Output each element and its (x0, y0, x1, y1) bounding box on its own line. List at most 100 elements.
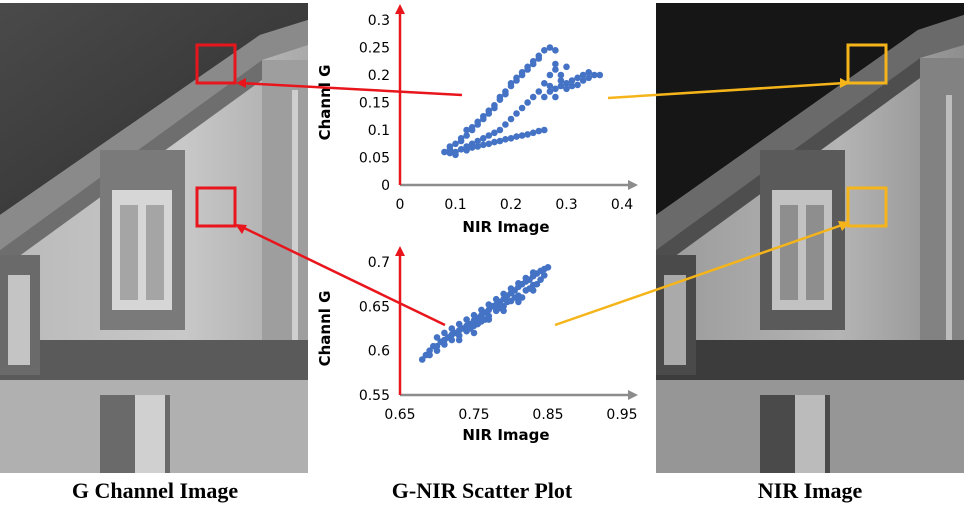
scatter-point (485, 107, 493, 114)
scatter-point (518, 294, 526, 301)
scatter-point (585, 69, 592, 76)
scatter-point (470, 311, 478, 319)
scatter-point (511, 294, 518, 301)
scatter-point (546, 44, 554, 51)
scatter-point (502, 121, 509, 128)
scatter-point (426, 351, 433, 359)
x-tick-label: 0.85 (532, 407, 563, 423)
scatter-point (518, 69, 526, 76)
scatter-point (500, 290, 507, 298)
scatter-point (513, 133, 520, 140)
scatter-point (546, 88, 554, 95)
connector-nir-top (607, 81, 846, 100)
scatter-point (557, 71, 565, 79)
scatter-point (418, 356, 426, 363)
scatter-point (491, 138, 498, 146)
scatter-point (504, 298, 511, 306)
scatter-point (557, 82, 565, 90)
scatter-point (481, 316, 489, 323)
scatter-point (455, 336, 463, 344)
scatter-point (522, 274, 530, 282)
scatter-point (441, 341, 448, 348)
scatter-point (492, 295, 500, 303)
y-tick-label: 0.3 (368, 13, 390, 29)
scatter-point (541, 80, 548, 87)
arrowhead-nir-top (840, 78, 850, 88)
scatter-point (433, 347, 441, 355)
scatter-point (478, 306, 485, 314)
scatter-point (474, 137, 482, 145)
x-tick-label: 0 (396, 197, 405, 213)
x-tick-label: 0.2 (500, 197, 522, 213)
scatter-point (446, 149, 454, 157)
x-tick-label: 0.75 (458, 407, 489, 423)
y-axis-arrowhead (395, 246, 405, 256)
connector-nir-bottom (554, 222, 846, 327)
scatter-point (552, 85, 559, 93)
scatter-point (507, 285, 515, 292)
scatter-point (541, 272, 548, 279)
caption-nir: NIR Image (757, 478, 863, 503)
y-axis-label: Channl G (316, 65, 334, 141)
scatter-point (513, 110, 520, 117)
g-channel-photo (0, 3, 308, 473)
scatter-point (568, 82, 576, 90)
y-axis-arrowhead (395, 4, 405, 14)
scatter-point (535, 88, 543, 95)
y-tick-label: 0.15 (359, 96, 390, 112)
y-axis-label: Channl G (316, 291, 334, 367)
scatter-point (552, 47, 559, 54)
scatter-point (468, 144, 476, 151)
scatter-point (557, 77, 565, 84)
scatter-point (537, 276, 544, 284)
scatter-plot-top: 0 0.1 0.2 0.3 0.4 0 0.05 0.1 0.15 0.2 0.25 0.3 NIR I… (316, 4, 638, 236)
nir-region-box-bottom (846, 186, 888, 228)
scatter-point (470, 329, 478, 337)
scatter-point (526, 285, 533, 292)
scatter-point (496, 93, 504, 101)
y-tick-label: 0 (381, 178, 390, 194)
y-tick-label: 0.05 (359, 151, 390, 167)
connector-g-top (239, 81, 463, 97)
scatter-point (507, 135, 515, 142)
x-axis-label: NIR Image (462, 426, 549, 444)
scatter-point (507, 115, 515, 123)
y-tick-label: 0.1 (368, 123, 390, 139)
scatter-point (474, 118, 482, 126)
scatter-point (579, 71, 587, 79)
scatter-point (518, 132, 526, 139)
scatter-point (474, 320, 482, 328)
scatter-point (455, 320, 463, 328)
scatter-point (541, 47, 548, 54)
arrowhead-g-top (236, 78, 246, 88)
scatter-point (529, 129, 537, 137)
scatter-point (491, 102, 498, 109)
scatter-point (463, 316, 470, 323)
scatter-point (448, 325, 456, 332)
scatter-point (518, 104, 526, 112)
scatter-point (544, 264, 552, 271)
scatter-point (524, 131, 531, 138)
y-tick-label: 0.2 (368, 68, 390, 84)
scatter-point (457, 135, 465, 142)
scatter-point (596, 71, 604, 79)
g-region-box-bottom (195, 186, 237, 228)
scatter-point (515, 280, 522, 287)
scatter-point (480, 113, 487, 120)
scatter-point (574, 81, 581, 89)
scatter-point (433, 334, 441, 341)
scatter-point (524, 99, 531, 106)
scatter-point (496, 126, 504, 134)
scatter-point (463, 132, 470, 139)
x-tick-label: 0.4 (611, 197, 633, 213)
y-tick-label: 0.55 (359, 388, 390, 404)
scatter-point (585, 74, 592, 82)
connector-g-bottom (239, 224, 446, 327)
x-tick-label: 0.1 (444, 197, 466, 213)
scatter-point (568, 77, 576, 84)
scatter-point (485, 301, 493, 308)
scatter-point (463, 126, 470, 134)
scatter-point (441, 148, 448, 156)
